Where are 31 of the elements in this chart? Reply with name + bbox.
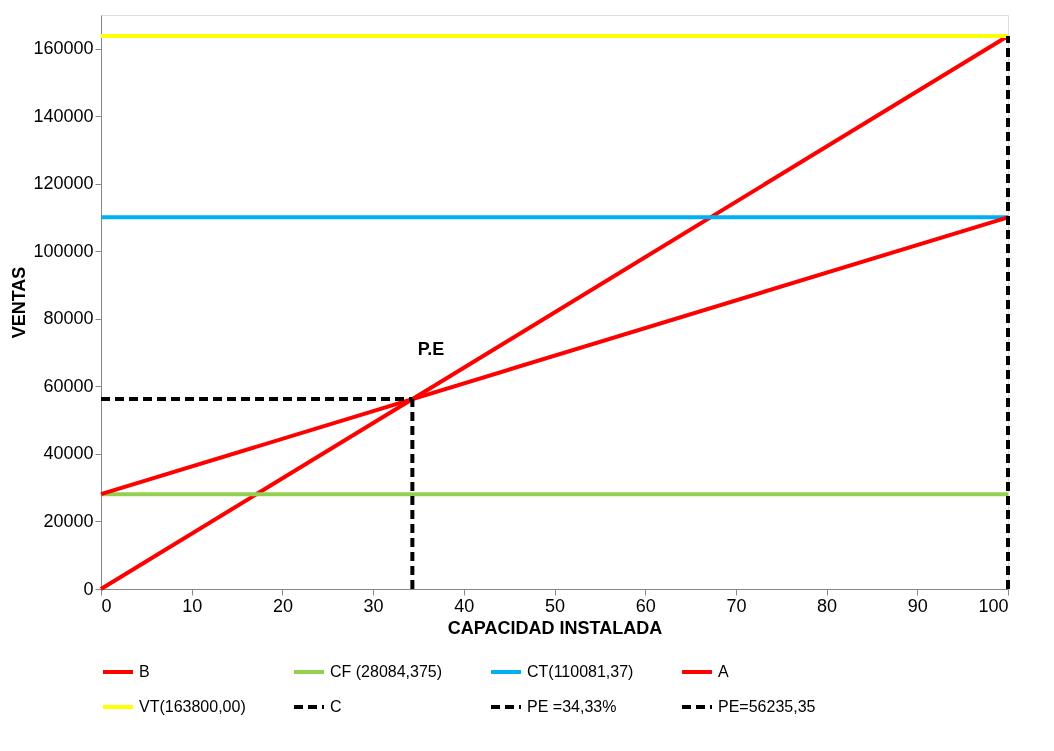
y-tick-label: 80000 bbox=[43, 308, 94, 329]
legend-label: PE =34,33% bbox=[527, 698, 617, 715]
y-tick-label: 100000 bbox=[33, 240, 94, 261]
y-tick-label: 20000 bbox=[43, 510, 94, 531]
legend-label: PE=56235,35 bbox=[718, 698, 816, 715]
x-tick-label: 90 bbox=[907, 595, 928, 616]
x-tick-label: 40 bbox=[454, 595, 475, 616]
y-axis-title: VENTAS bbox=[9, 266, 30, 339]
y-tick-label: 160000 bbox=[33, 38, 94, 59]
legend-label: C bbox=[330, 698, 342, 715]
annotation: P.E bbox=[417, 339, 445, 359]
x-tick-label: 10 bbox=[182, 595, 203, 616]
legend-label: CT(110081,37) bbox=[527, 663, 634, 680]
y-tick-label: 40000 bbox=[43, 443, 94, 464]
x-tick-label: 70 bbox=[726, 595, 747, 616]
x-axis-title: CAPACIDAD INSTALADA bbox=[447, 617, 663, 638]
legend-label: VT(163800,00) bbox=[139, 698, 246, 715]
y-tick-label: 60000 bbox=[43, 375, 94, 396]
x-tick-label: 80 bbox=[817, 595, 838, 616]
legend-label: A bbox=[718, 663, 729, 680]
x-tick-label: 20 bbox=[272, 595, 293, 616]
x-tick-label: 0 bbox=[101, 595, 112, 616]
y-tick-label: 140000 bbox=[33, 105, 94, 126]
y-tick-label: 120000 bbox=[33, 173, 94, 194]
x-tick-label: 30 bbox=[363, 595, 384, 616]
x-tick-label: 100 bbox=[978, 595, 1009, 616]
x-tick-label: 60 bbox=[635, 595, 656, 616]
legend-label: B bbox=[139, 663, 150, 680]
legend-label: CF (28084,375) bbox=[330, 663, 443, 680]
y-tick-label: 0 bbox=[83, 578, 94, 599]
x-tick-label: 50 bbox=[544, 595, 566, 616]
